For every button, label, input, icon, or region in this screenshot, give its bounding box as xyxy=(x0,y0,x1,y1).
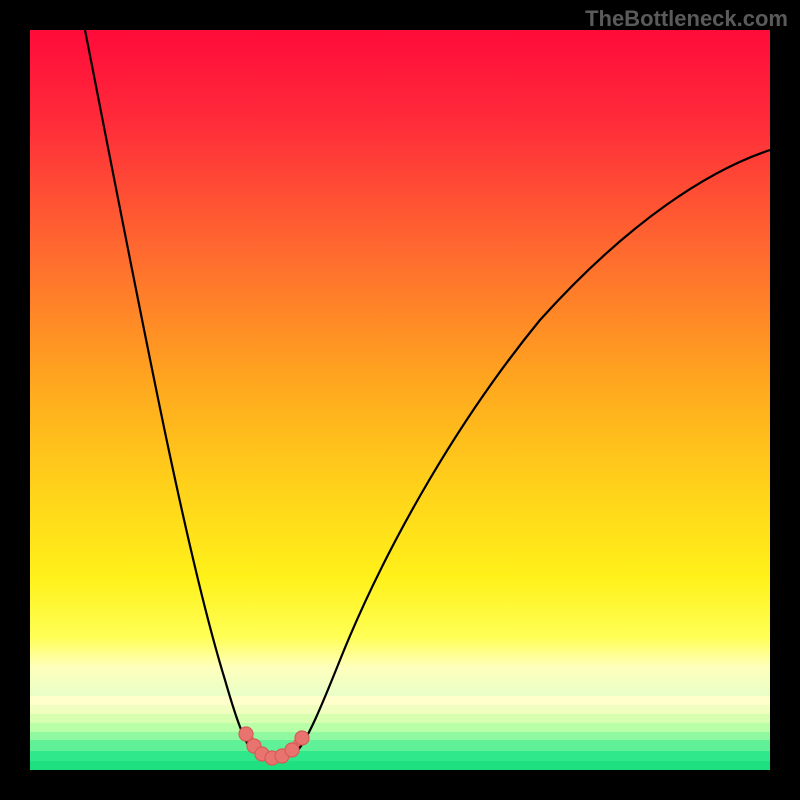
bottleneck-curve-right xyxy=(298,150,770,750)
curve-layer xyxy=(30,30,770,770)
cusp-marker xyxy=(295,731,309,745)
plot-area xyxy=(30,30,770,770)
cusp-marker xyxy=(285,743,299,757)
bottleneck-curve-left xyxy=(85,30,252,750)
watermark-text: TheBottleneck.com xyxy=(585,6,788,32)
cusp-marker xyxy=(239,727,253,741)
